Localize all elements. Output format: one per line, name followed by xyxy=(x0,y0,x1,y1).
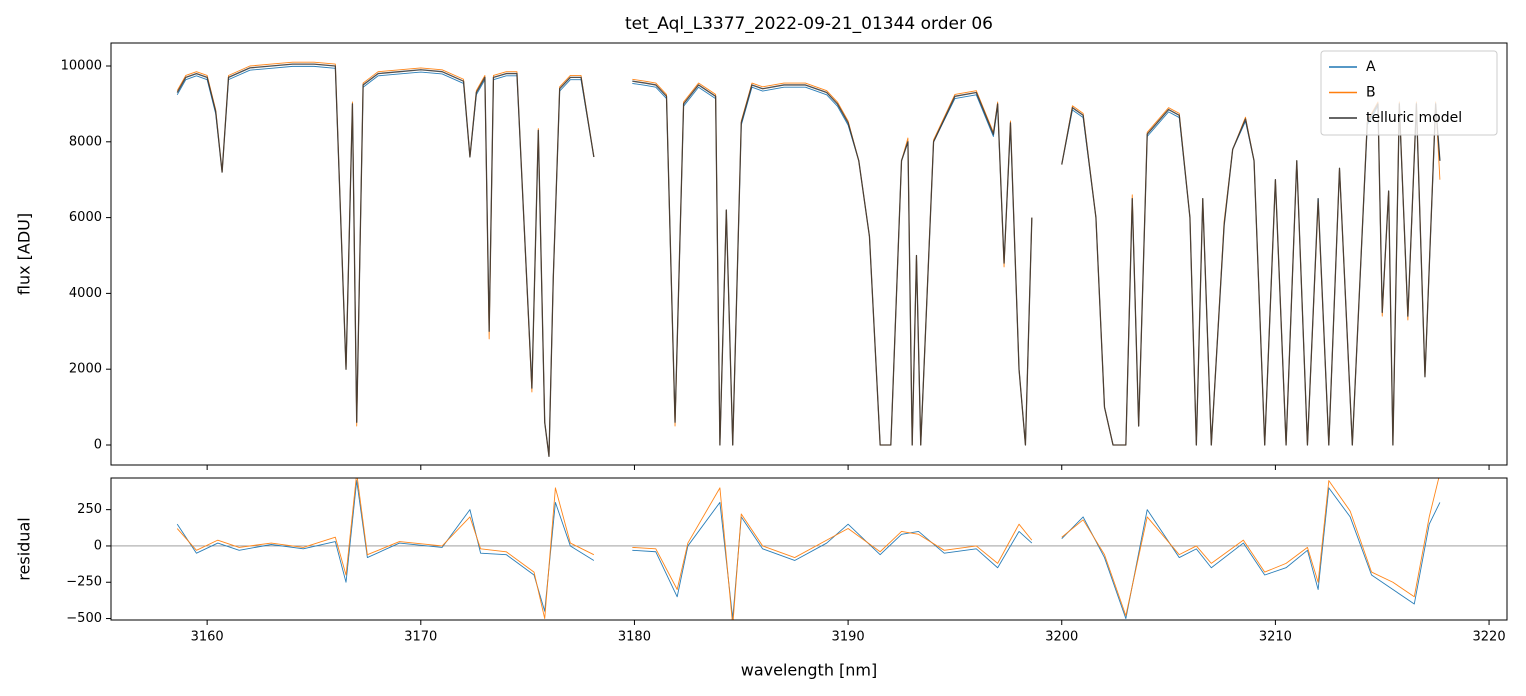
y-tick-label: −250 xyxy=(66,575,102,590)
axes-frame xyxy=(110,477,1508,621)
plot-area xyxy=(176,61,1441,458)
y-tick-label: −500 xyxy=(66,611,102,626)
series-line xyxy=(176,63,1441,458)
y-tick-label: 250 xyxy=(77,502,102,517)
y-axis-label: residual xyxy=(15,517,34,580)
x-tick-label: 3190 xyxy=(832,630,865,645)
x-tick-label: 3160 xyxy=(191,630,224,645)
legend-label: B xyxy=(1366,85,1376,101)
x-tick-label: 3170 xyxy=(404,630,437,645)
chart-title: tet_Aql_L3377_2022-09-21_01344 order 06 xyxy=(625,14,993,34)
legend-label: telluric model xyxy=(1366,110,1462,126)
y-axis-label: flux [ADU] xyxy=(15,213,34,295)
y-tick-label: 10000 xyxy=(61,59,102,74)
y-tick-label: 6000 xyxy=(69,210,102,225)
y-tick-label: 4000 xyxy=(69,286,102,301)
x-tick-label: 3180 xyxy=(618,630,651,645)
legend-box xyxy=(1320,50,1498,136)
x-tick-label: 3220 xyxy=(1473,630,1506,645)
x-tick-label: 3210 xyxy=(1259,630,1292,645)
legend-label: A xyxy=(1366,59,1376,75)
series-line xyxy=(176,478,1440,620)
y-tick-label: 0 xyxy=(94,538,102,553)
x-axis-label: wavelength [nm] xyxy=(741,661,878,680)
y-tick-label: 2000 xyxy=(69,362,102,377)
panel: 0 2000 4000 6000 8000 10000 tet_Aql_L3377_2022… xyxy=(15,14,1508,470)
series-line xyxy=(176,65,1441,457)
series-line xyxy=(176,61,1441,457)
x-tick-label: 3200 xyxy=(1045,630,1078,645)
panel: −500 −250 0 250 3160 3170 3180 3190 3200 3210 3220… xyxy=(15,477,1508,680)
y-tick-label: 0 xyxy=(94,437,102,452)
y-tick-label: 8000 xyxy=(69,134,102,149)
plot-area xyxy=(176,478,1441,620)
axes-frame xyxy=(110,42,1508,466)
